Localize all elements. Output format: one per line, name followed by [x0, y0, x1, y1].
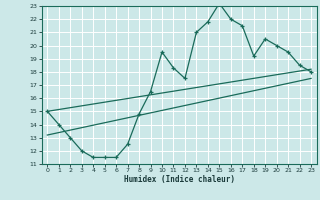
X-axis label: Humidex (Indice chaleur): Humidex (Indice chaleur) [124, 175, 235, 184]
